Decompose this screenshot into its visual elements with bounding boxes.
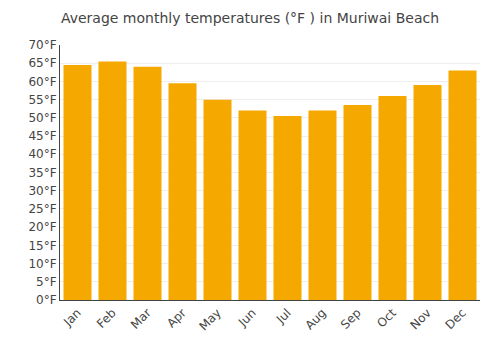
svg-text:5°F: 5°F xyxy=(36,275,57,289)
svg-text:Apr: Apr xyxy=(164,306,189,331)
svg-text:Feb: Feb xyxy=(94,306,119,331)
svg-text:Dec: Dec xyxy=(443,306,469,332)
svg-text:Jul: Jul xyxy=(273,306,294,327)
svg-text:70°F: 70°F xyxy=(28,38,56,52)
svg-text:Average monthly temperatures (: Average monthly temperatures (°F ) in Mu… xyxy=(61,10,439,26)
svg-text:55°F: 55°F xyxy=(28,93,56,107)
svg-text:10°F: 10°F xyxy=(28,257,56,271)
svg-text:20°F: 20°F xyxy=(28,220,56,234)
svg-text:65°F: 65°F xyxy=(28,56,56,70)
svg-text:40°F: 40°F xyxy=(28,147,56,161)
svg-text:0°F: 0°F xyxy=(36,293,57,307)
svg-text:Nov: Nov xyxy=(407,306,433,332)
svg-text:Sep: Sep xyxy=(338,306,364,332)
svg-text:Jun: Jun xyxy=(235,306,259,330)
svg-text:25°F: 25°F xyxy=(28,202,56,216)
svg-text:Jan: Jan xyxy=(60,306,84,330)
svg-text:Oct: Oct xyxy=(374,306,399,331)
svg-text:15°F: 15°F xyxy=(28,239,56,253)
svg-text:50°F: 50°F xyxy=(28,111,56,125)
svg-text:45°F: 45°F xyxy=(28,129,56,143)
svg-text:30°F: 30°F xyxy=(28,184,56,198)
svg-text:60°F: 60°F xyxy=(28,75,56,89)
svg-text:May: May xyxy=(196,306,223,333)
svg-text:35°F: 35°F xyxy=(28,166,56,180)
svg-text:Mar: Mar xyxy=(128,306,154,332)
svg-text:Aug: Aug xyxy=(302,306,328,332)
